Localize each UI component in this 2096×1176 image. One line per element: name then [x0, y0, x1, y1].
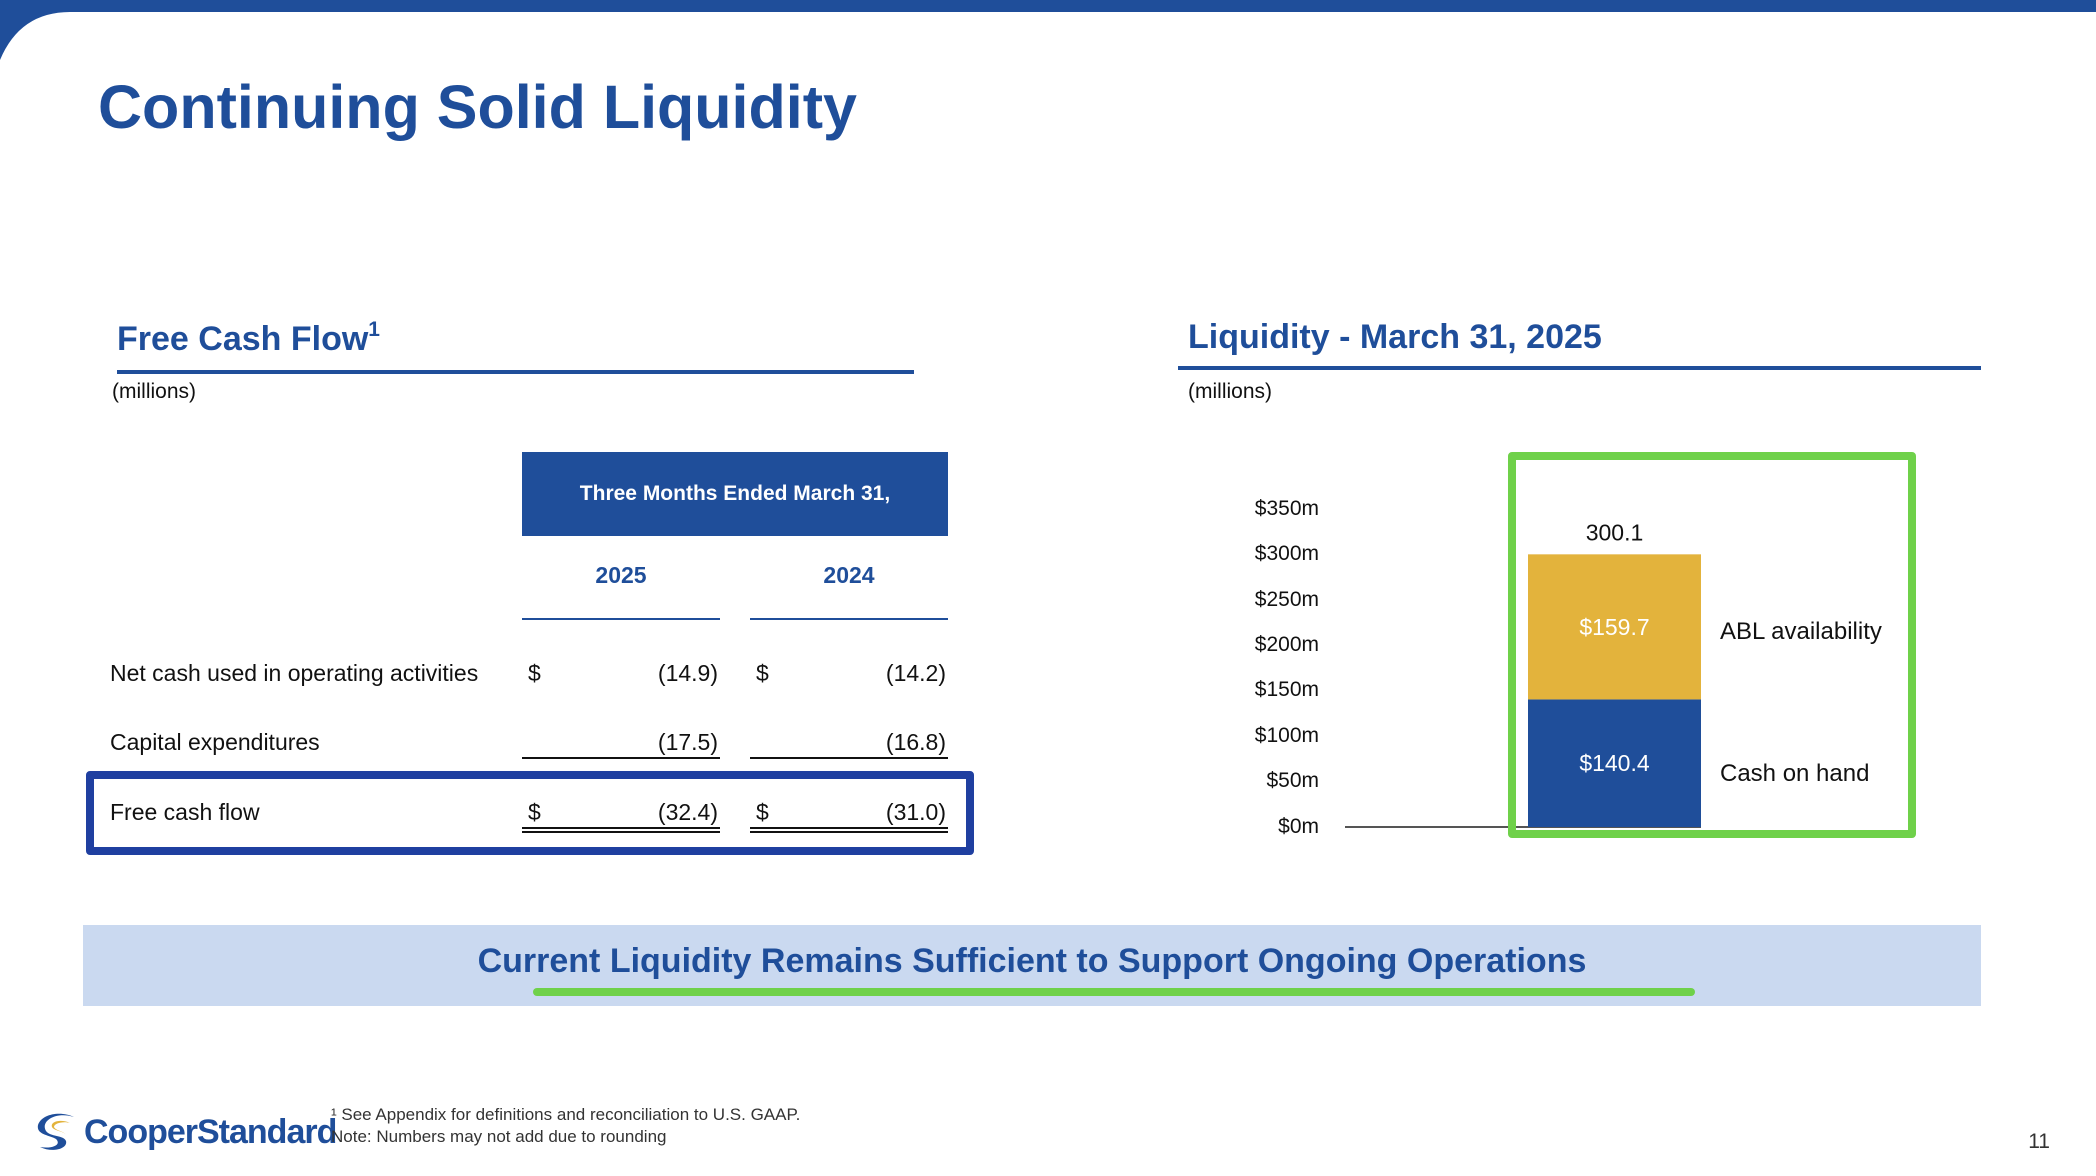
year-header-2024: 2024 [823, 562, 875, 588]
row-operating-2025-dollar: $ [528, 660, 541, 686]
row-fcf-2025-value: (32.4) [657, 799, 718, 825]
logo-swoosh-icon [37, 1113, 74, 1150]
fcf-2024-double-underline [750, 827, 948, 833]
fcf-title-text: Free Cash Flow [117, 320, 369, 358]
year-header-2025: 2025 [595, 562, 647, 588]
liquidity-highlight-box [1508, 452, 1916, 838]
y-tick-label: $50m [1266, 769, 1319, 792]
fcf-title-rule [117, 370, 914, 374]
row-label-fcf: Free cash flow [110, 799, 260, 825]
row-fcf-2024-dollar: $ [756, 799, 769, 825]
liquidity-title-rule [1178, 366, 1981, 370]
legend-cash-on-hand: Cash on hand [1720, 760, 1870, 787]
fcf-footnote-marker: 1 [368, 318, 380, 341]
liquidity-units: (millions) [1188, 380, 1272, 403]
banner-green-underline [533, 988, 1695, 996]
row-operating-2024-dollar: $ [756, 660, 769, 686]
capex-2024-underline [750, 757, 948, 759]
year-rule-2025 [522, 618, 720, 620]
row-fcf-2024-value: (31.0) [885, 799, 946, 825]
y-tick-label: $300m [1254, 542, 1319, 565]
key-message-banner: Current Liquidity Remains Sufficient to … [83, 925, 1981, 1006]
fcf-units: (millions) [112, 380, 196, 403]
liquidity-section-title: Liquidity - March 31, 2025 [1188, 318, 1602, 356]
y-tick-label: $150m [1254, 678, 1319, 701]
capex-2025-underline [522, 757, 720, 759]
top-band [0, 0, 2096, 60]
y-tick-label: $350m [1254, 497, 1319, 520]
table-period-header: Three Months Ended March 31, [522, 452, 948, 536]
fcf-highlight-box [86, 771, 974, 855]
row-operating-2025-value: (14.9) [657, 660, 718, 686]
row-operating-2024-value: (14.2) [885, 660, 946, 686]
y-tick-label: $200m [1254, 633, 1319, 656]
footnote-rounding: Note: Numbers may not add due to roundin… [331, 1127, 667, 1146]
year-rule-2024 [750, 618, 948, 620]
fcf-2025-double-underline [522, 827, 720, 833]
page-number: 11 [2028, 1130, 2050, 1153]
y-tick-label: $100m [1254, 724, 1319, 747]
slide-title: Continuing Solid Liquidity [98, 73, 857, 141]
y-tick-label: $0m [1278, 815, 1319, 838]
row-fcf-2025-dollar: $ [528, 799, 541, 825]
row-label-operating: Net cash used in operating activities [110, 660, 479, 686]
row-label-capex: Capital expenditures [110, 729, 320, 755]
y-tick-label: $250m [1254, 588, 1319, 611]
footnote-gaap: ¹ See Appendix for definitions and recon… [331, 1105, 801, 1124]
row-capex-2025-value: (17.5) [657, 729, 718, 755]
logo-wordmark: CooperStandard [84, 1112, 337, 1151]
fcf-section-title: Free Cash Flow1 [117, 318, 380, 359]
legend-abl-availability: ABL availability [1720, 618, 1882, 645]
row-capex-2024-value: (16.8) [885, 729, 946, 755]
cooper-standard-logo: CooperStandard [34, 1108, 337, 1156]
banner-text: Current Liquidity Remains Sufficient to … [477, 942, 1587, 980]
